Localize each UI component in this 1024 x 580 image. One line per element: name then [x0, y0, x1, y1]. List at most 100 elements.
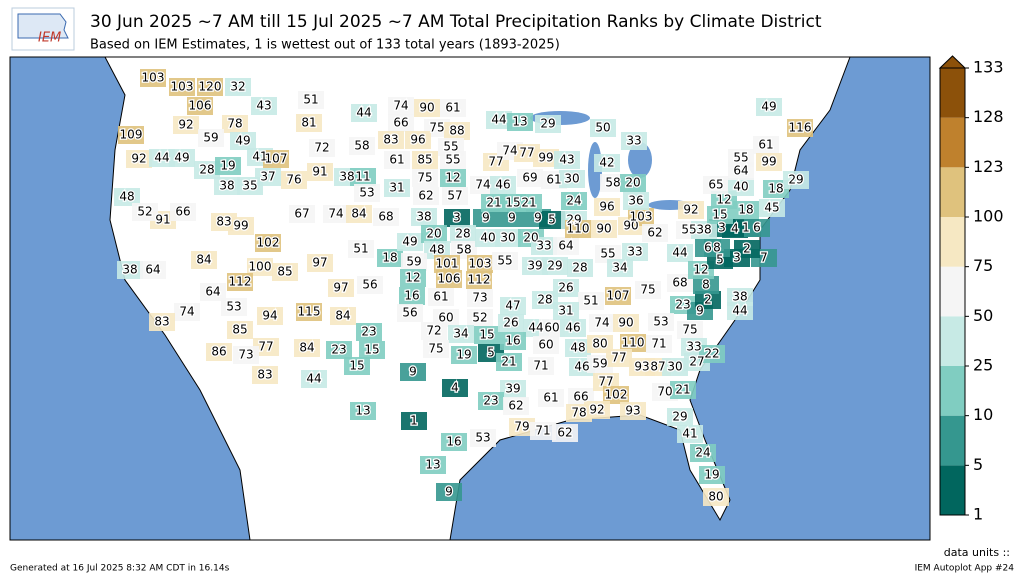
district-fill	[214, 177, 240, 195]
district-rank: 55	[497, 254, 512, 268]
district-fill	[413, 187, 439, 205]
district-fill	[553, 237, 579, 255]
district-rank: 73	[472, 291, 487, 305]
district-rank: 115	[298, 305, 321, 319]
district-fill	[307, 163, 333, 181]
district-fill	[149, 149, 175, 167]
district-fill	[441, 433, 467, 451]
district-rank: 53	[475, 431, 490, 445]
district-fill	[227, 321, 253, 339]
district-rank: 19	[456, 348, 471, 362]
district-fill	[255, 168, 281, 186]
district-fill	[174, 303, 200, 321]
district-rank: 15	[479, 328, 494, 342]
district-rank: 24	[695, 446, 710, 460]
colorbar-segment	[940, 117, 965, 168]
colorbar-tick-label: 100	[973, 207, 1004, 226]
district-rank: 90	[618, 316, 633, 330]
district-rank: 55	[733, 151, 748, 165]
district-fill	[424, 241, 450, 259]
district-rank: 33	[627, 245, 642, 259]
district-rank: 87	[650, 360, 665, 374]
district-rank: 46	[495, 178, 510, 192]
district-rank: 102	[257, 236, 280, 250]
colorbar-segment	[940, 68, 965, 118]
district-fill	[594, 154, 620, 172]
district-fill	[565, 220, 591, 238]
district-rank: 107	[607, 289, 630, 303]
district-rank: 1	[742, 221, 750, 235]
district-rank: 56	[362, 278, 377, 292]
district-rank: 84	[351, 207, 366, 221]
district-fill	[621, 132, 647, 150]
district-fill	[703, 488, 729, 506]
district-rank: 15	[505, 196, 520, 210]
district-rank: 90	[596, 222, 611, 236]
district-rank: 74	[328, 207, 343, 221]
district-fill	[401, 412, 427, 430]
district-fill	[727, 288, 753, 306]
district-rank: 18	[382, 251, 397, 265]
district-fill	[384, 179, 410, 197]
district-rank: 80	[708, 490, 723, 504]
district-fill	[444, 209, 470, 227]
district-fill	[442, 187, 468, 205]
district-fill	[451, 346, 477, 364]
district-fill	[691, 221, 717, 239]
district-rank: 106	[189, 99, 212, 113]
district-rank: 84	[335, 309, 350, 323]
district-rank: 62	[557, 426, 572, 440]
district-fill	[442, 379, 468, 397]
district-fill	[198, 129, 224, 147]
district-rank: 60	[438, 311, 453, 325]
district-rank: 48	[429, 243, 444, 257]
district-rank: 18	[738, 203, 753, 217]
district-fill	[734, 240, 760, 258]
district-fill	[561, 192, 587, 210]
district-rank: 29	[547, 259, 562, 273]
district-fill	[699, 466, 725, 484]
district-rank: 9	[696, 304, 704, 318]
district-rank: 16	[446, 435, 461, 449]
district-rank: 97	[312, 256, 327, 270]
district-fill	[400, 363, 426, 381]
lake-huron	[628, 142, 652, 178]
district-rank: 86	[211, 345, 226, 359]
district-rank: 60	[538, 338, 553, 352]
district-rank: 85	[277, 265, 292, 279]
district-rank: 96	[410, 133, 425, 147]
district-rank: 48	[119, 190, 134, 204]
district-rank: 94	[262, 309, 277, 323]
district-fill	[677, 321, 703, 339]
district-rank: 13	[355, 404, 370, 418]
district-rank: 29	[566, 213, 581, 227]
district-fill	[255, 234, 281, 252]
district-rank: 53	[653, 315, 668, 329]
district-fill	[554, 151, 580, 169]
district-rank: 11	[355, 170, 370, 184]
district-rank: 46	[574, 360, 589, 374]
district-rank: 92	[131, 152, 146, 166]
district-fill	[384, 151, 410, 169]
district-rank: 32	[230, 80, 245, 94]
district-fill	[351, 104, 377, 122]
district-fill	[509, 418, 535, 436]
district-rank: 92	[589, 403, 604, 417]
district-fill	[444, 122, 470, 140]
district-rank: 39	[527, 259, 542, 273]
logo: IEM	[11, 7, 75, 51]
colorbar-tick-label: 123	[973, 157, 1004, 176]
district-fill	[662, 358, 688, 376]
district-fill	[378, 131, 404, 149]
district-fill	[400, 269, 426, 287]
district-rank: 92	[178, 118, 193, 132]
district-rank: 77	[488, 155, 503, 169]
district-fill	[667, 274, 693, 292]
district-rank: 91	[155, 213, 170, 227]
district-rank: 58	[354, 139, 369, 153]
district-rank: 62	[418, 189, 433, 203]
district-rank: 3	[718, 221, 726, 235]
district-rank: 45	[764, 201, 779, 215]
district-fill	[667, 244, 693, 262]
district-fill	[678, 201, 704, 219]
